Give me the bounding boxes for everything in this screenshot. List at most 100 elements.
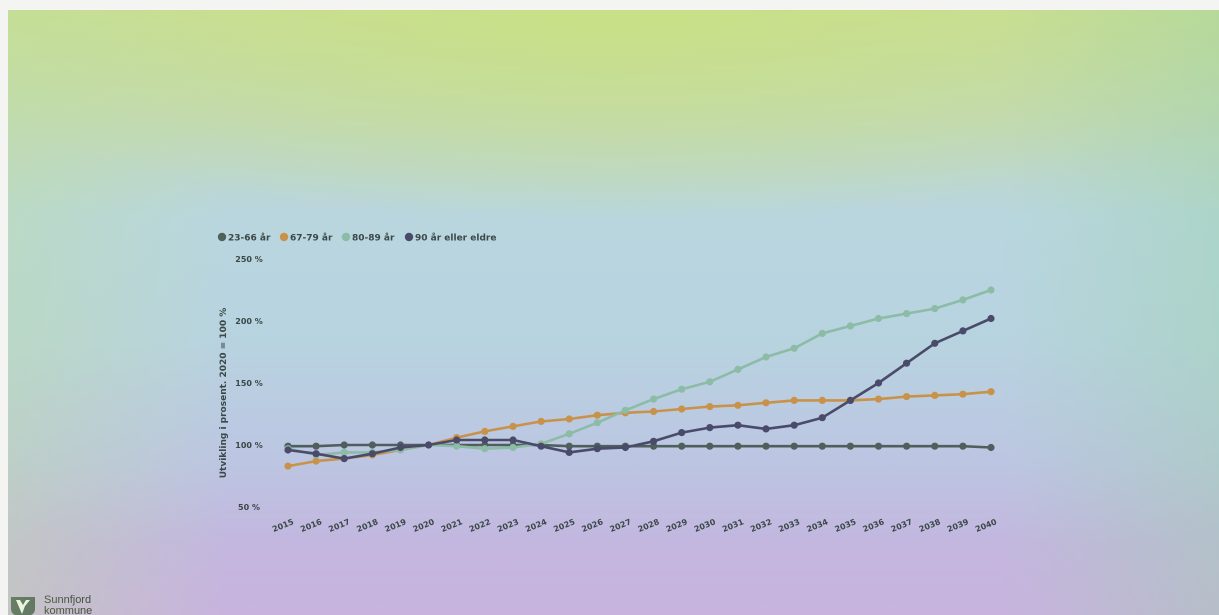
data-point [678, 405, 686, 413]
data-point [650, 395, 658, 403]
x-tick-label: 2038 [918, 517, 942, 534]
legend-label: 23-66 år [228, 233, 271, 244]
brand-name: Sunnfjord [44, 594, 92, 606]
x-tick-label: 2032 [749, 517, 773, 534]
legend-label: 90 år eller eldre [415, 233, 496, 244]
data-point [340, 455, 348, 463]
legend-item: 80-89 år [341, 232, 395, 244]
brand-subtitle: kommune [44, 605, 93, 615]
data-point [284, 462, 292, 470]
data-point [790, 421, 798, 429]
data-point [312, 450, 320, 458]
data-point [762, 442, 770, 450]
x-tick-label: 2039 [946, 517, 970, 534]
line-chart: 23-66 år 67-79 år 80-89 år 90 år eller eldr… [217, 232, 998, 534]
y-axis-label: Utvikling i prosent. 2020 = 100 % [219, 308, 229, 479]
data-point [678, 385, 686, 393]
series-line [286, 390, 993, 468]
data-point [650, 407, 658, 416]
legend-label: 80-89 år [352, 233, 395, 244]
data-point [959, 296, 967, 304]
data-point [931, 305, 939, 313]
data-point [368, 450, 376, 458]
data-point [565, 442, 573, 450]
x-tick-label: 2037 [890, 517, 914, 534]
data-point [762, 425, 770, 433]
data-point [762, 399, 770, 407]
brand-logo: Sunnfjord kommune [10, 592, 170, 615]
x-tick-label: 2027 [608, 517, 632, 534]
data-point [537, 442, 545, 450]
data-point [368, 441, 376, 449]
data-point [959, 327, 967, 335]
x-tick-label: 2025 [552, 517, 576, 534]
data-point [481, 436, 489, 444]
data-point [818, 396, 826, 404]
series-line [286, 288, 993, 457]
data-point [734, 421, 742, 429]
x-tick-label: 2023 [496, 517, 520, 534]
data-point [846, 396, 855, 404]
y-tick-label: 250 % [235, 255, 263, 264]
x-tick-label: 2026 [580, 517, 604, 534]
legend-marker [217, 232, 227, 242]
data-point [650, 437, 658, 445]
series [284, 286, 995, 459]
data-point [987, 314, 995, 323]
data-point [762, 353, 770, 361]
data-point [874, 379, 883, 387]
data-point [593, 419, 601, 427]
data-point [312, 457, 320, 465]
x-tick-label: 2034 [805, 517, 829, 534]
data-point [706, 403, 714, 411]
data-point [340, 448, 348, 456]
data-point [706, 424, 714, 432]
x-tick-label: 2016 [299, 517, 323, 534]
data-point [959, 390, 967, 398]
data-point [903, 393, 911, 401]
legend-item: 67-79 år [279, 232, 333, 244]
data-point [790, 396, 798, 404]
data-point [987, 443, 995, 452]
data-point [340, 441, 348, 449]
x-tick-label: 2017 [327, 517, 351, 534]
x-tick-label: 2031 [721, 517, 745, 534]
data-point [706, 442, 714, 450]
data-point [987, 388, 995, 396]
legend-marker [279, 232, 289, 242]
data-point [931, 339, 939, 347]
x-tick-label: 2036 [862, 517, 886, 534]
data-point [593, 411, 601, 419]
data-point [284, 446, 292, 454]
data-point [312, 442, 320, 450]
legend-item: 90 år eller eldre [404, 233, 496, 244]
data-point [453, 442, 461, 450]
data-point [621, 443, 630, 452]
data-point [874, 442, 883, 450]
data-point [903, 359, 911, 367]
series-line [286, 317, 993, 460]
data-point [425, 441, 433, 449]
data-point [565, 448, 573, 456]
data-point [931, 391, 939, 399]
data-point [593, 445, 601, 453]
data-point [734, 442, 742, 450]
data-point [481, 427, 489, 435]
series [284, 314, 995, 463]
x-tick-label: 2028 [637, 517, 661, 534]
legend-marker [341, 232, 351, 242]
x-tick-label: 2029 [665, 517, 689, 534]
data-point [621, 406, 630, 414]
series [284, 388, 995, 470]
legend-item: 23-66 år [217, 232, 271, 244]
chart-legend: 23-66 år 67-79 år 80-89 år 90 år eller eldr… [217, 232, 496, 244]
data-point [818, 414, 826, 422]
data-point [734, 365, 742, 373]
x-tick-label: 2018 [355, 517, 379, 534]
y-tick-label: 100 % [235, 441, 263, 450]
data-point [706, 378, 714, 386]
x-tick-label: 2020 [412, 517, 436, 534]
legend-label: 67-79 år [290, 233, 333, 244]
data-point [678, 429, 686, 437]
x-axis-ticks: 2015 2016 2017 2018 2019 2020 2021 2022 2023 2024… [271, 517, 998, 534]
